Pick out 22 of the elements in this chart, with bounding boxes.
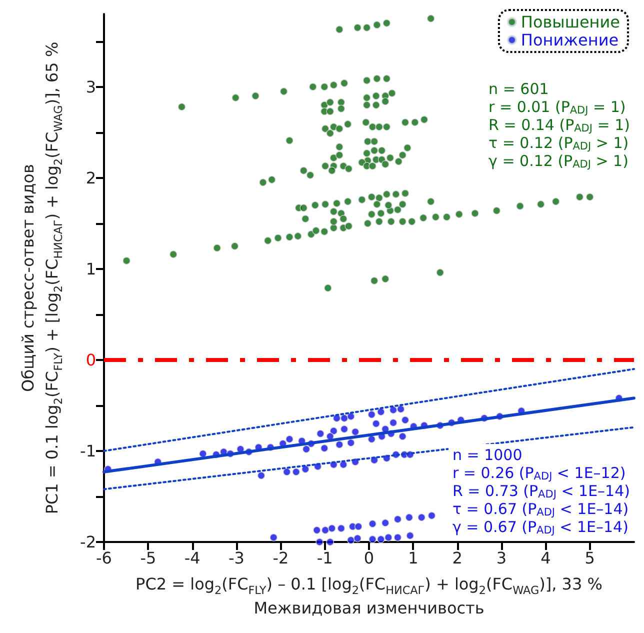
x-tick-label: -5 bbox=[140, 548, 156, 568]
y-tick-label: -1 bbox=[80, 441, 96, 460]
x-tick-label: 3 bbox=[496, 548, 507, 568]
y-tick-label: -2 bbox=[80, 532, 96, 552]
x-tick-label: -3 bbox=[228, 548, 244, 568]
legend-label: Понижение bbox=[520, 30, 619, 50]
text: n = 1000 r = 0.26 (PADJ < 1E–12) R = 0.73 (PADJ < 1E–14) τ = 0.67 (PADJ < 1E–14) γ = 0.67 (PADJ < 1E–14) bbox=[452, 446, 630, 536]
y-tick-label: 1 bbox=[86, 259, 96, 278]
y-tick-label: 3 bbox=[86, 77, 96, 96]
y-tick-label: 2 bbox=[86, 168, 96, 188]
x-tick-label: -4 bbox=[184, 548, 200, 568]
y-tick-label: 0 bbox=[86, 350, 96, 370]
text: n = 601 r = 0.01 (PADJ = 1) R = 0.14 (PADJ = 1) τ = 0.12 (PADJ > 1) γ = 0.12 (PADJ > 1) bbox=[488, 80, 630, 170]
x-tick-label: 4 bbox=[540, 548, 551, 568]
x-tick-label: 1 bbox=[408, 548, 418, 568]
x-tick-label: 2 bbox=[452, 548, 462, 568]
legend-label: Повышение bbox=[520, 12, 620, 32]
x-tick-label: -2 bbox=[272, 548, 289, 568]
x-tick-label: 5 bbox=[584, 548, 595, 568]
x-tick-label: -6 bbox=[96, 548, 112, 568]
x-tick-label: 0 bbox=[364, 548, 374, 568]
x-tick-label: -1 bbox=[316, 548, 333, 568]
